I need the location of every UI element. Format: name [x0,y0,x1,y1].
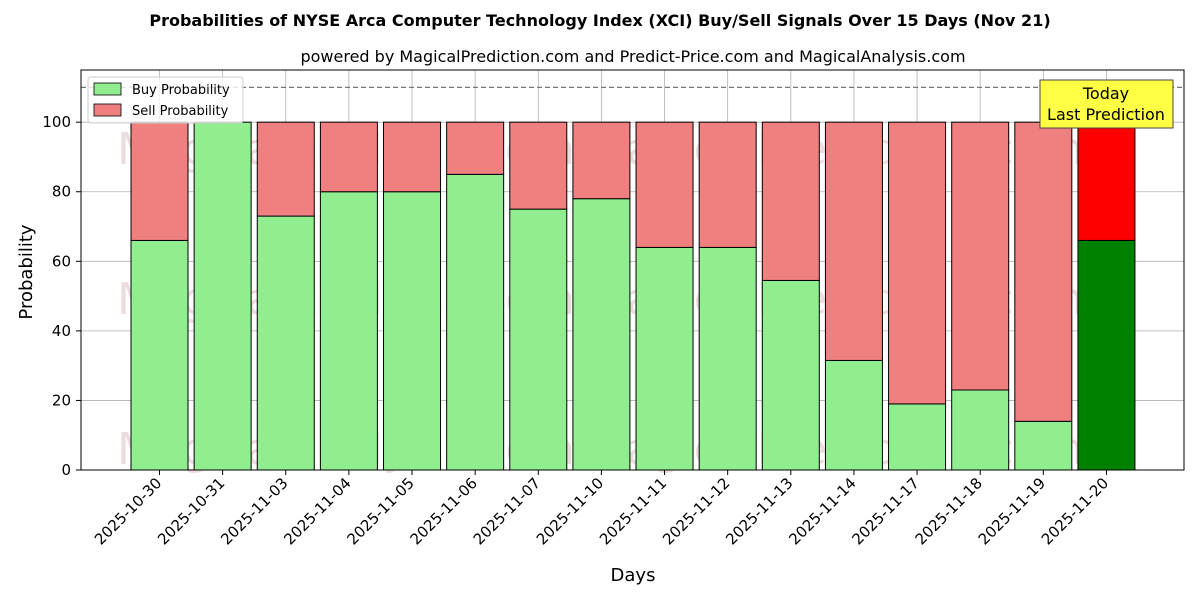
legend-swatch-buy [93,82,122,96]
bar-buy-2025-11-11 [635,246,694,471]
bar-sell-2025-11-05 [383,121,442,193]
today-annotation: Today Last Prediction [1039,79,1174,129]
x-tick-label: 2025-11-10 [533,474,607,548]
bar-buy-2025-11-07 [509,208,568,471]
bar-sell-2025-11-19 [1014,121,1073,422]
bar-sell-2025-11-14 [824,121,883,361]
x-tick-label: 2025-11-20 [1038,474,1112,548]
legend-swatch-sell [93,103,122,117]
bar-sell-2025-11-06 [446,121,505,175]
bar-buy-2025-11-13 [761,279,820,471]
today-annotation-line1: Today [1082,84,1129,103]
x-axis-label: Days [611,565,656,586]
x-tick-label: 2025-11-13 [722,474,796,548]
chart-title: Probabilities of NYSE Arca Computer Tech… [149,11,1050,30]
bar-sell-2025-11-10 [572,121,631,200]
bar-buy-2025-11-20 [1077,239,1136,471]
plot-frame [80,69,1185,471]
legend-label-buy: Buy Probability [132,83,230,98]
bar-sell-2025-11-04 [319,121,378,193]
x-tick-label: 2025-10-30 [91,474,165,548]
y-tick-label: 100 [42,113,71,131]
bar-buy-2025-11-06 [446,173,505,471]
x-tick-label: 2025-11-04 [280,474,354,548]
x-tick-label: 2025-11-11 [596,474,670,548]
today-annotation-line2: Last Prediction [1047,105,1165,124]
bar-sell-2025-10-30 [130,121,189,241]
bar-buy-2025-11-17 [888,403,947,471]
x-tick-label: 2025-11-14 [785,474,859,548]
x-tick-label: 2025-11-07 [470,474,544,548]
bar-layer [130,121,1136,471]
y-tick-label: 20 [52,391,71,409]
bar-sell-2025-11-07 [509,121,568,210]
x-tick-label: 2025-11-03 [217,474,291,548]
legend-label-sell: Sell Probability [132,104,229,119]
x-tick-label: 2025-10-31 [154,474,228,548]
bar-buy-2025-11-10 [572,198,631,471]
bar-sell-2025-11-20 [1077,121,1136,241]
today-annotation-box [1039,79,1174,129]
bar-sell-2025-11-13 [761,121,820,281]
bar-buy-2025-11-19 [1014,420,1073,471]
bar-sell-2025-11-12 [698,121,757,248]
bar-buy-2025-11-12 [698,246,757,471]
bar-buy-2025-11-04 [319,191,378,471]
x-tick-label: 2025-11-06 [407,474,481,548]
x-tick-label: 2025-11-19 [975,474,1049,548]
bar-buy-2025-11-18 [951,389,1010,471]
bar-buy-2025-11-03 [256,215,315,471]
bar-sell-2025-11-18 [951,121,1010,391]
legend: Buy Probability Sell Probability [87,76,244,124]
y-tick-label: 40 [52,322,71,340]
x-tick-label: 2025-11-17 [849,474,923,548]
x-tick-label: 2025-11-18 [912,474,986,548]
x-tick-label: 2025-11-12 [659,474,733,548]
y-tick-label: 60 [52,252,71,270]
y-tick-label: 0 [61,461,71,479]
bar-sell-2025-11-17 [888,121,947,405]
x-tick-label: 2025-11-05 [343,474,417,548]
chart-subtitle: powered by MagicalPrediction.com and Pre… [300,47,965,66]
bar-buy-2025-10-31 [193,121,252,471]
legend-box [87,76,244,124]
y-axis-label: Probability [16,224,37,319]
bar-sell-2025-11-03 [256,121,315,217]
bar-buy-2025-11-14 [824,359,883,471]
bar-buy-2025-10-30 [130,239,189,471]
bar-sell-2025-11-11 [635,121,694,248]
bar-buy-2025-11-05 [383,191,442,471]
y-tick-label: 80 [52,183,71,201]
